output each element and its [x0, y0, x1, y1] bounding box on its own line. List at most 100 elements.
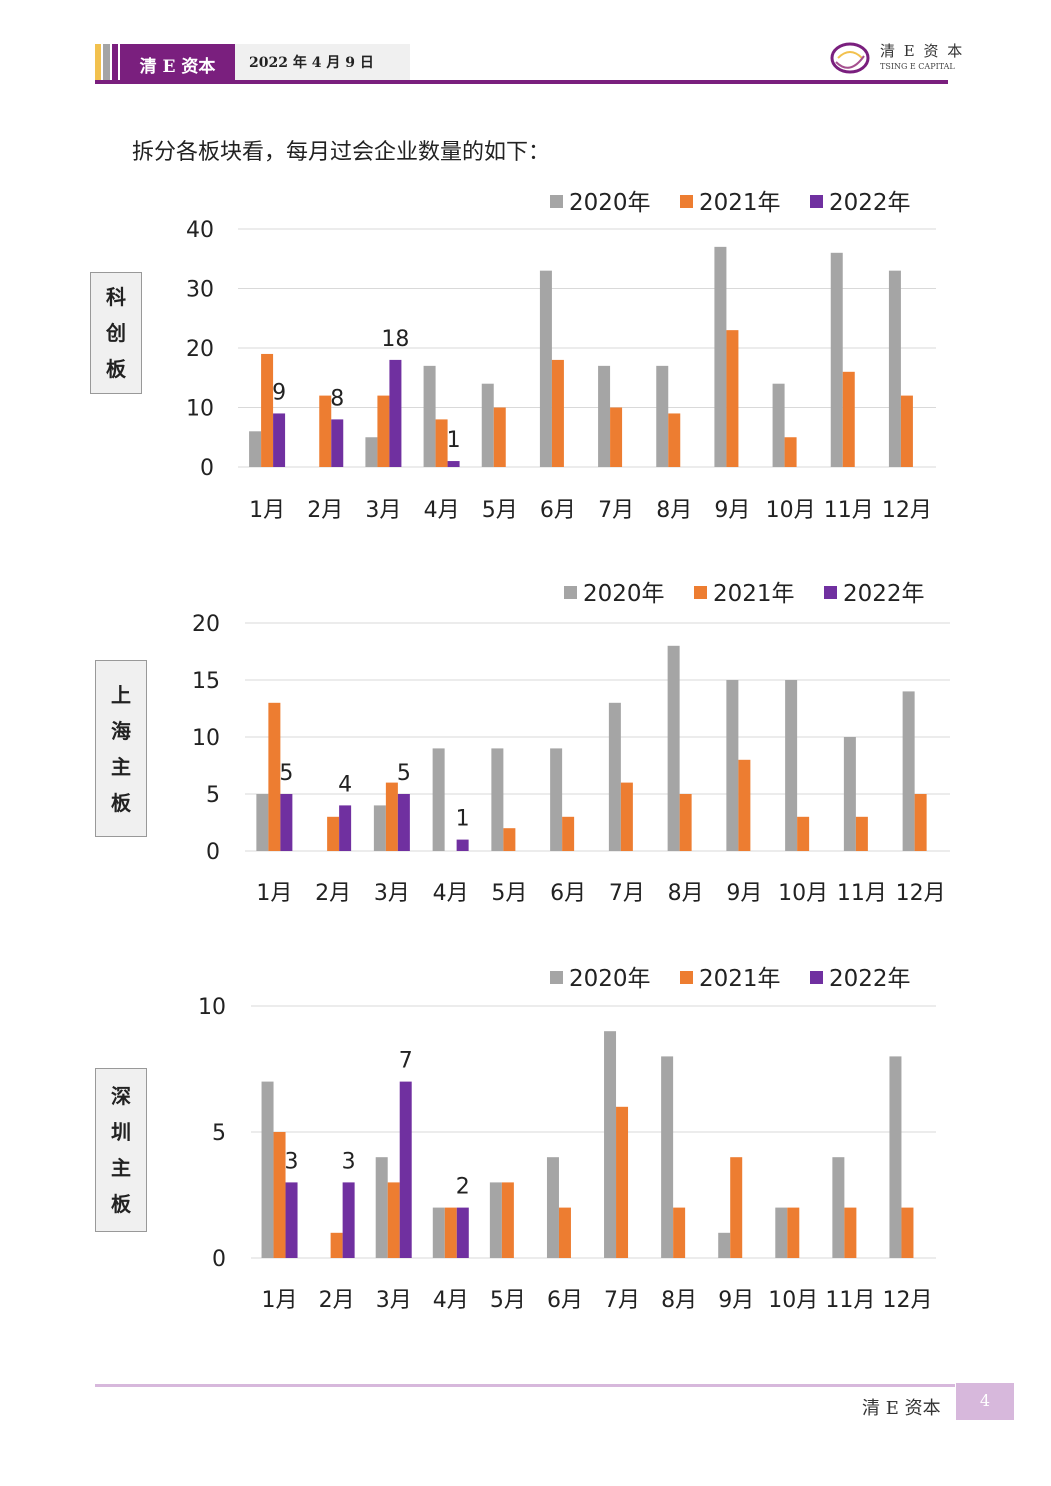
- bar: [738, 759, 751, 851]
- x-tick-label: 7月: [609, 881, 645, 906]
- bar: [261, 353, 274, 467]
- x-tick-label: 7月: [598, 498, 634, 523]
- x-tick-label: 11月: [825, 1288, 875, 1313]
- legend-swatch: [550, 195, 563, 208]
- bar: [489, 1182, 502, 1258]
- bar: [562, 816, 575, 851]
- data-label: 3: [342, 1149, 356, 1174]
- header-rule: [95, 80, 948, 84]
- logo-english-text: TSING E CAPITAL: [880, 62, 955, 71]
- bar: [481, 383, 494, 467]
- bar: [501, 1182, 514, 1258]
- bar: [319, 395, 332, 467]
- data-label: 5: [279, 761, 293, 786]
- bar: [546, 1157, 559, 1258]
- data-label: 2: [456, 1175, 470, 1200]
- header-brand: 清 E 资本: [120, 44, 235, 84]
- bar: [620, 782, 633, 851]
- bar: [399, 1081, 412, 1258]
- company-logo-icon: [830, 42, 870, 74]
- y-tick-label: 0: [200, 456, 214, 481]
- x-tick-label: 12月: [896, 881, 946, 906]
- legend-swatch: [694, 586, 707, 599]
- board-label-shenzhen: 深 圳 主 板: [95, 1068, 147, 1232]
- x-tick-label: 10月: [766, 498, 816, 523]
- data-label: 18: [381, 327, 409, 352]
- board-label-char: 主: [111, 754, 131, 779]
- bar: [387, 1182, 400, 1258]
- bar: [249, 431, 262, 467]
- data-label: 8: [330, 386, 344, 411]
- bar: [656, 365, 669, 467]
- bar: [902, 691, 915, 851]
- bar: [797, 816, 810, 851]
- x-tick-label: 6月: [547, 1288, 583, 1313]
- x-tick-label: 10月: [768, 1288, 818, 1313]
- x-tick-label: 8月: [656, 498, 692, 523]
- bar: [285, 1182, 298, 1258]
- legend-swatch: [564, 586, 577, 599]
- board-label-char: 科: [106, 285, 126, 309]
- bar: [397, 794, 410, 851]
- x-tick-label: 6月: [550, 881, 586, 906]
- board-label-char: 海: [111, 718, 131, 743]
- board-label-char: 板: [111, 1192, 131, 1216]
- x-tick-label: 10月: [778, 881, 828, 906]
- x-tick-label: 7月: [604, 1288, 640, 1313]
- legend-swatch: [680, 195, 693, 208]
- bar: [668, 413, 681, 467]
- bar: [339, 805, 352, 851]
- y-tick-label: 10: [198, 995, 226, 1020]
- bar: [661, 1056, 674, 1258]
- bar: [604, 1031, 617, 1258]
- bar: [280, 794, 293, 851]
- x-tick-label: 2月: [315, 881, 351, 906]
- x-tick-label: 3月: [365, 498, 401, 523]
- legend-label: 2022年: [843, 581, 925, 607]
- bar: [551, 359, 564, 467]
- x-tick-label: 9月: [718, 1288, 754, 1313]
- bar: [772, 383, 785, 467]
- bar: [435, 419, 448, 467]
- logo-chinese-text: 清 E 资 本: [880, 42, 965, 60]
- bar: [327, 816, 340, 851]
- bar: [261, 1081, 274, 1258]
- board-label-char: 深: [111, 1084, 131, 1108]
- bar: [610, 407, 623, 467]
- bar: [667, 645, 680, 851]
- bar: [256, 794, 269, 851]
- data-label: 1: [447, 428, 461, 453]
- bar: [914, 794, 927, 851]
- bar: [423, 365, 436, 467]
- x-tick-label: 4月: [433, 1288, 469, 1313]
- data-label: 7: [399, 1049, 413, 1074]
- bar: [726, 680, 739, 851]
- bar: [718, 1232, 731, 1258]
- chart-shanghai-main-board: 0 5 10 15 20 5 1月 4 2月 5 3月 1 4月 5月 6月 7月 8月 9月 10月 11月 12月 2…: [192, 581, 950, 906]
- bar: [785, 680, 798, 851]
- bar: [726, 330, 739, 467]
- bar: [385, 782, 398, 851]
- bar: [373, 805, 386, 851]
- board-label-char: 上: [111, 682, 131, 707]
- data-label: 3: [285, 1149, 299, 1174]
- board-label-kcb: 科 创 板: [90, 272, 142, 394]
- bar: [273, 413, 286, 467]
- bar: [900, 395, 913, 467]
- board-label-char: 创: [106, 321, 126, 345]
- chart-kcb: 0 10 20 30 40 9 1月 8 2月 18 3月 1 4月 5月 6月 7月 8月 9月 10月 11月 12…: [186, 190, 936, 523]
- x-tick-label: 3月: [376, 1288, 412, 1313]
- bar: [375, 1157, 388, 1258]
- y-tick-label: 10: [186, 397, 214, 422]
- x-tick-label: 5月: [482, 498, 518, 523]
- legend-label: 2022年: [829, 966, 911, 992]
- bar: [855, 816, 868, 851]
- x-tick-label: 3月: [374, 881, 410, 906]
- bar: [598, 365, 611, 467]
- bar: [432, 748, 445, 851]
- y-tick-label: 10: [192, 726, 220, 751]
- legend-swatch: [810, 195, 823, 208]
- legend-label: 2022年: [829, 190, 911, 216]
- chart-shenzhen-main-board: 0 5 10 3 1月 3 2月 7 3月 2 4月 5月 6月 7月 8月 9月 10月 11月 12月 2020年…: [198, 966, 936, 1313]
- y-tick-label: 0: [206, 840, 220, 865]
